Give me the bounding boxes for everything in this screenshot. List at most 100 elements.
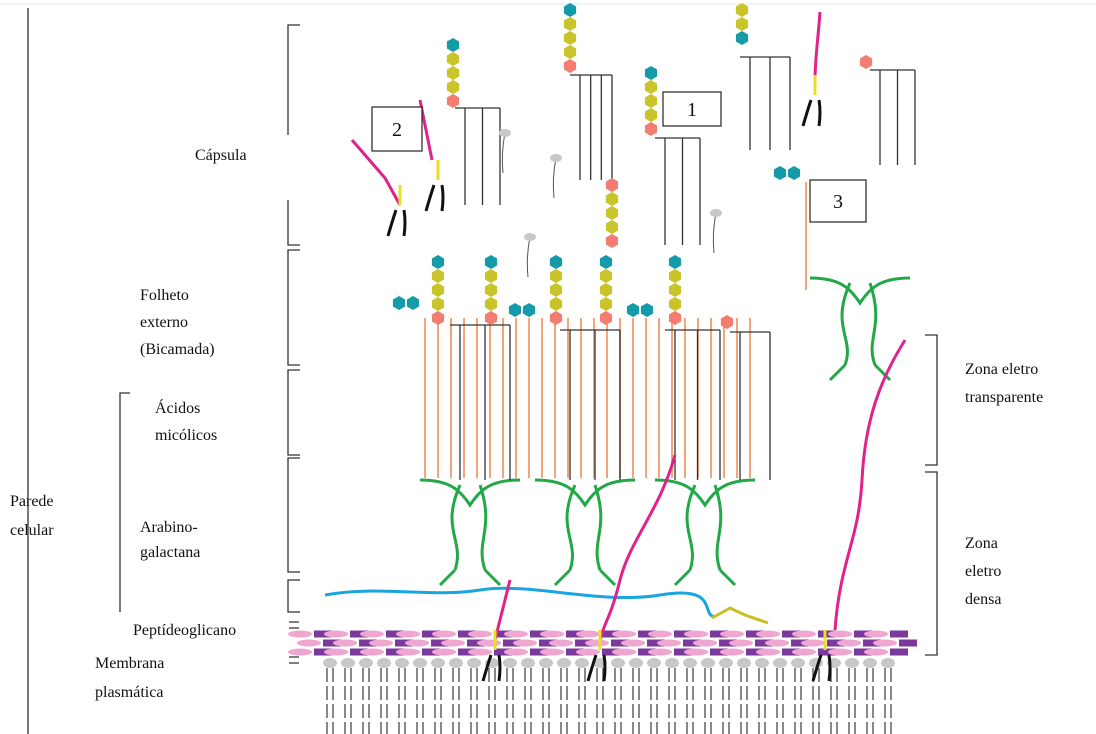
pg-sugar: [297, 640, 321, 647]
pg-sugar: [468, 631, 492, 638]
pg-sugar: [468, 649, 492, 656]
pg-sugar: [405, 640, 429, 647]
lipid-head: [499, 129, 511, 137]
label: Zona eletro: [965, 361, 1038, 378]
label: galactana: [140, 544, 200, 561]
pg-sugar: [540, 631, 564, 638]
lipid-head: [791, 658, 805, 668]
label: Folheto: [140, 287, 189, 304]
lipid-head: [524, 233, 536, 241]
pg-sugar: [396, 631, 420, 638]
label: Peptídeoglicano: [133, 622, 236, 639]
lipid-head: [683, 658, 697, 668]
pg-sugar: [648, 631, 672, 638]
pg-sugar: [612, 649, 636, 656]
label: celular: [10, 522, 54, 539]
pg-sugar: [288, 631, 312, 638]
pg-sugar: [432, 649, 456, 656]
pg-sugar: [477, 640, 501, 647]
label: eletro: [965, 563, 1001, 580]
label: transparente: [965, 389, 1043, 406]
pg-sugar: [684, 649, 708, 656]
pg-sugar: [324, 649, 348, 656]
pg-sugar: [648, 649, 672, 656]
lipid-head: [701, 658, 715, 668]
lipid-head: [431, 658, 445, 668]
number-label: 3: [833, 191, 843, 213]
lipid-head: [575, 658, 589, 668]
pg-sugar: [504, 631, 528, 638]
lipid-head: [665, 658, 679, 668]
pg-sugar: [756, 649, 780, 656]
pg-sugar: [792, 649, 816, 656]
lipid-head: [467, 658, 481, 668]
pg-peptide: [899, 640, 917, 647]
pg-sugar: [369, 640, 393, 647]
pg-sugar: [612, 631, 636, 638]
pg-sugar: [288, 649, 312, 656]
label: plasmática: [95, 684, 163, 701]
label: (Bicamada): [140, 341, 215, 358]
pg-sugar: [801, 640, 825, 647]
pg-sugar: [864, 649, 888, 656]
pg-sugar: [333, 640, 357, 647]
pg-sugar: [585, 640, 609, 647]
diagram: CápsulaFolhetoexterno(Bicamada)Ácidosmic…: [0, 0, 1096, 734]
pg-sugar: [828, 649, 852, 656]
pg-sugar: [360, 631, 384, 638]
label: Ácidos: [155, 398, 200, 417]
pg-sugar: [693, 640, 717, 647]
pg-sugar: [720, 649, 744, 656]
pg-sugar: [360, 649, 384, 656]
lipid-head: [881, 658, 895, 668]
pg-peptide: [890, 649, 908, 656]
lipid-head: [647, 658, 661, 668]
lipid-head: [719, 658, 733, 668]
lipid-head: [557, 658, 571, 668]
lipid-head: [359, 658, 373, 668]
pg-sugar: [837, 640, 861, 647]
pg-sugar: [828, 631, 852, 638]
lipid-head: [845, 658, 859, 668]
pg-sugar: [540, 649, 564, 656]
pg-sugar: [792, 631, 816, 638]
lipid-head: [323, 658, 337, 668]
label: Membrana: [95, 655, 164, 672]
pg-sugar: [396, 649, 420, 656]
pg-sugar: [720, 631, 744, 638]
pg-sugar: [441, 640, 465, 647]
number-label: 1: [687, 99, 697, 121]
lipid-head: [629, 658, 643, 668]
lipid-head: [773, 658, 787, 668]
label: Parede: [10, 493, 54, 510]
pg-peptide: [890, 631, 908, 638]
pg-sugar: [864, 631, 888, 638]
pg-sugar: [576, 631, 600, 638]
label: Arabino-: [140, 519, 198, 536]
label: Zona: [965, 535, 998, 552]
lipid-head: [539, 658, 553, 668]
lipid-head: [503, 658, 517, 668]
pg-sugar: [756, 631, 780, 638]
lipid-head: [395, 658, 409, 668]
pg-sugar: [657, 640, 681, 647]
pg-sugar: [621, 640, 645, 647]
lipid-head: [755, 658, 769, 668]
lipid-head: [521, 658, 535, 668]
label: densa: [965, 591, 1001, 608]
lipid-head: [413, 658, 427, 668]
lipid-head: [710, 209, 722, 217]
label: Cápsula: [195, 147, 247, 164]
lipid-head: [449, 658, 463, 668]
pg-sugar: [504, 649, 528, 656]
pg-sugar: [684, 631, 708, 638]
lipid-head: [550, 154, 562, 162]
pg-sugar: [432, 631, 456, 638]
pg-sugar: [549, 640, 573, 647]
label: micólicos: [155, 427, 217, 444]
lipid-head: [611, 658, 625, 668]
lipid-head: [377, 658, 391, 668]
pg-sugar: [765, 640, 789, 647]
number-label: 2: [392, 119, 402, 141]
pg-sugar: [513, 640, 537, 647]
